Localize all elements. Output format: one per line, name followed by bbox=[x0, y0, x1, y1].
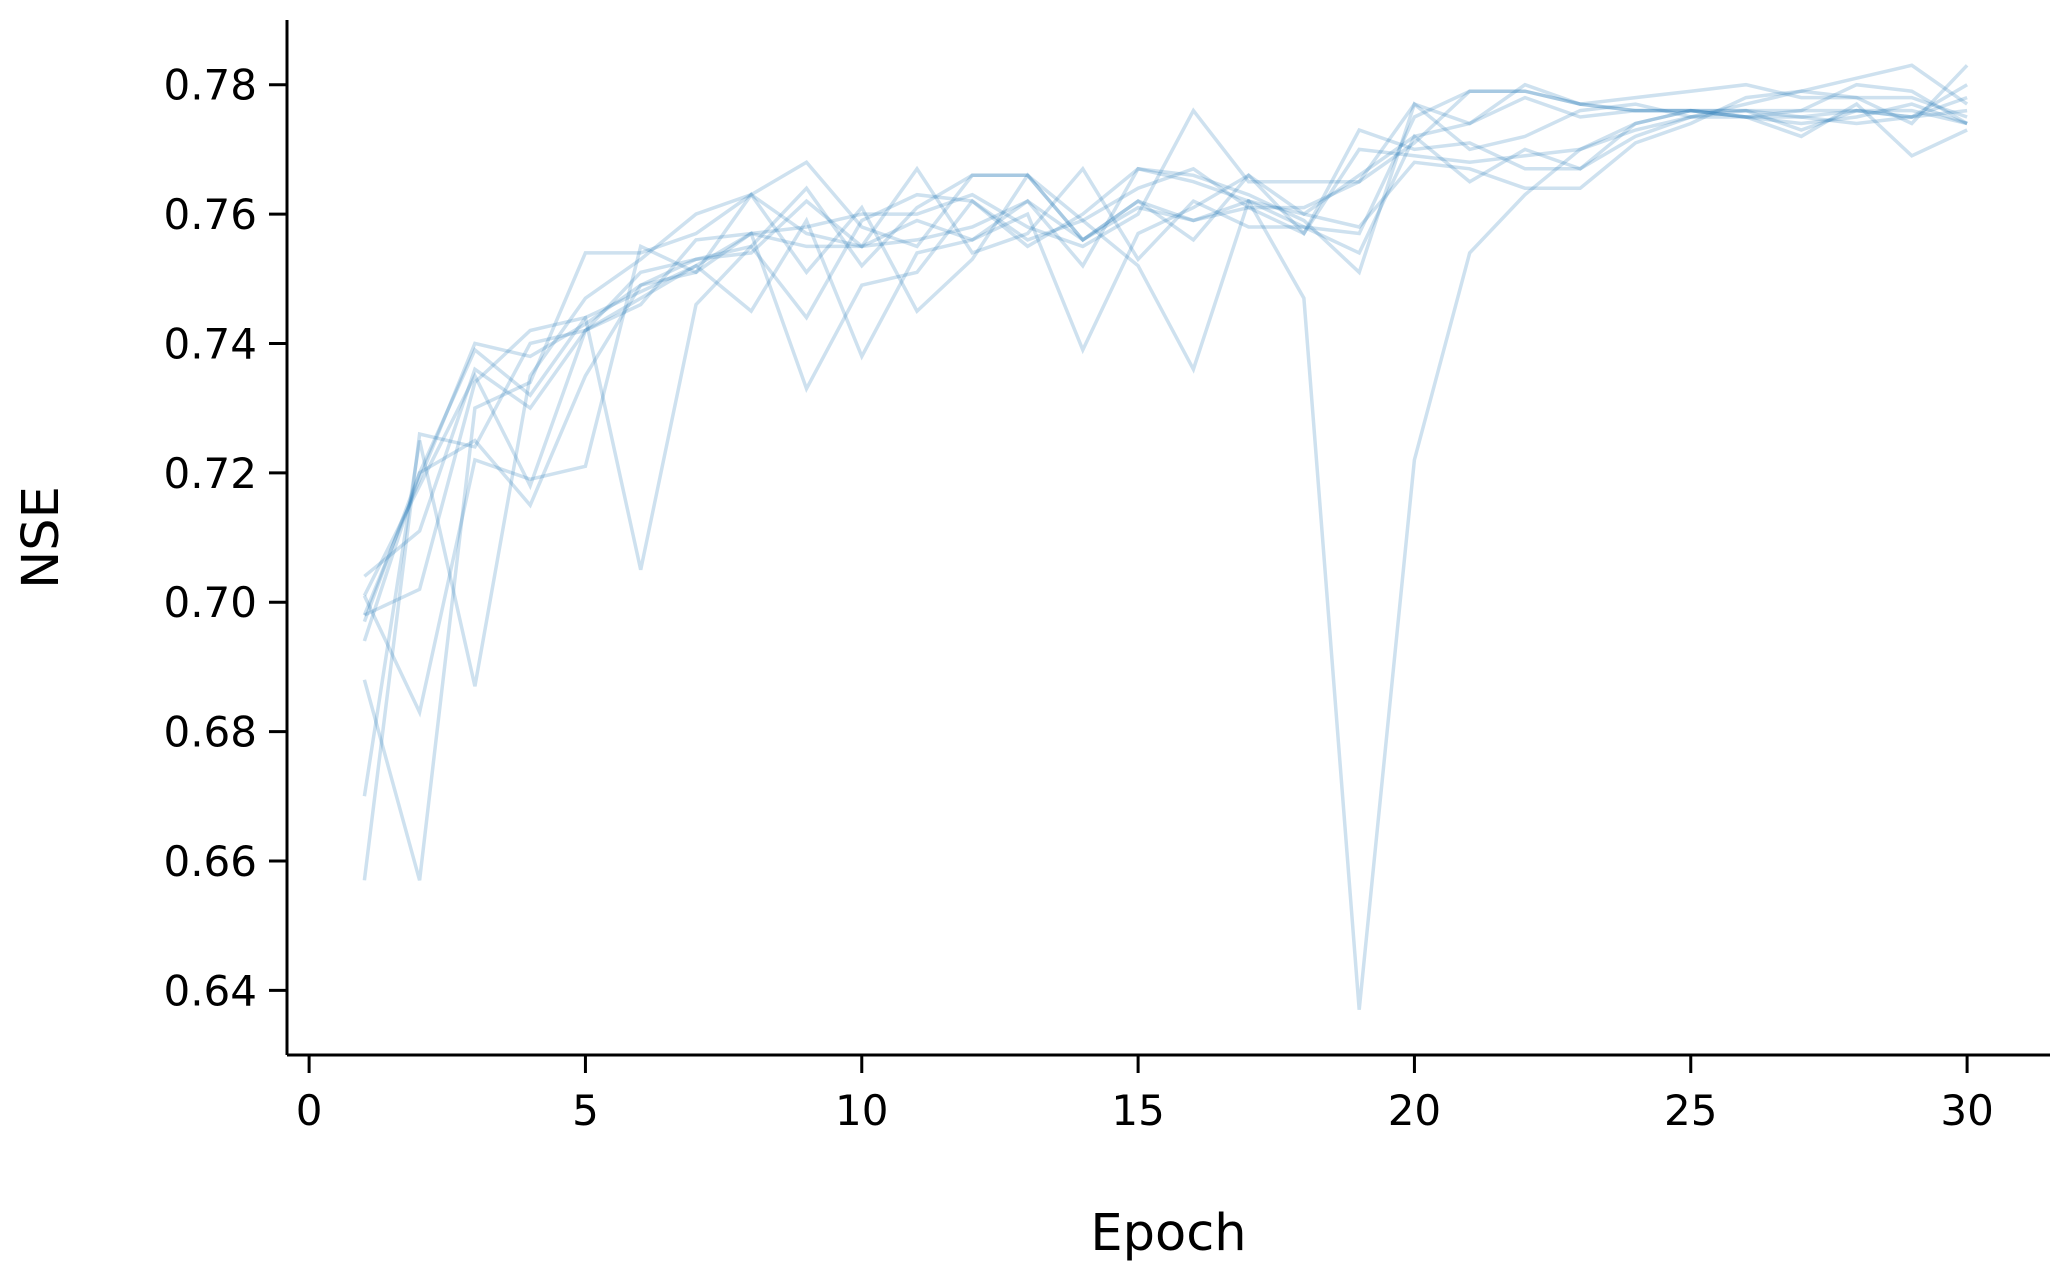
x-tick-label: 25 bbox=[1664, 1086, 1717, 1135]
axes bbox=[285, 20, 2050, 1057]
series-line-4 bbox=[362, 82, 1968, 797]
series-line-7 bbox=[362, 101, 1968, 642]
series-line-6 bbox=[362, 108, 1968, 881]
y-tick-label: 0.76 bbox=[163, 190, 257, 239]
series-group bbox=[362, 63, 1969, 1010]
series-line-2 bbox=[362, 83, 1968, 1010]
series-line-5 bbox=[363, 95, 1968, 617]
y-tick-label: 0.74 bbox=[163, 319, 257, 368]
x-axis-title: Epoch bbox=[1090, 1204, 1246, 1263]
x-tick-label: 5 bbox=[572, 1086, 599, 1135]
x-tick-label: 15 bbox=[1111, 1086, 1164, 1135]
y-tick-label: 0.68 bbox=[163, 708, 257, 757]
x-tick-label: 20 bbox=[1388, 1086, 1441, 1135]
y-tick-label: 0.78 bbox=[163, 61, 257, 110]
x-tick-label: 30 bbox=[1940, 1086, 1993, 1135]
series-line-9 bbox=[362, 89, 1968, 597]
series-line-1 bbox=[362, 95, 1968, 616]
y-ticks: 0.64 0.66 0.68 0.70 0.72 0.74 0.76 0.78 bbox=[163, 61, 287, 1015]
y-tick-label: 0.72 bbox=[163, 449, 257, 498]
y-tick-label: 0.64 bbox=[163, 966, 257, 1015]
x-ticks: 0 5 10 15 20 25 30 bbox=[296, 1055, 1994, 1135]
series-line-8 bbox=[362, 63, 1969, 718]
series-line-10 bbox=[362, 64, 1969, 623]
y-axis-title: NSE bbox=[12, 486, 71, 589]
x-tick-label: 0 bbox=[296, 1086, 323, 1135]
y-tick-label: 0.70 bbox=[163, 578, 257, 627]
series-line-3 bbox=[363, 89, 1968, 578]
x-tick-label: 10 bbox=[835, 1086, 888, 1135]
y-tick-label: 0.66 bbox=[163, 837, 257, 886]
